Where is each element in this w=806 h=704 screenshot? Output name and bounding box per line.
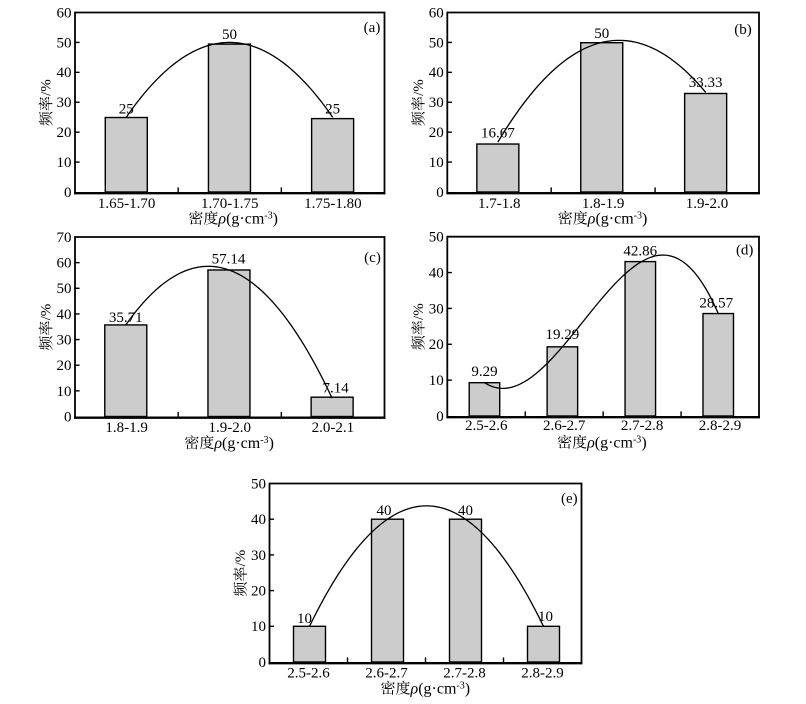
svg-text:ρ(g·cm-3): ρ(g·cm-3)	[217, 211, 278, 228]
svg-text:1.75-1.80: 1.75-1.80	[304, 196, 362, 212]
svg-text:30: 30	[57, 95, 72, 111]
svg-text:28.57: 28.57	[699, 296, 733, 312]
svg-text:20: 20	[429, 337, 444, 353]
svg-text:(c): (c)	[364, 250, 381, 266]
svg-text:/%: /%	[411, 79, 427, 96]
svg-text:(b): (b)	[734, 22, 752, 38]
svg-text:ρ(g·cm-3): ρ(g·cm-3)	[587, 211, 648, 228]
svg-text:50: 50	[222, 27, 237, 43]
svg-text:33.33: 33.33	[689, 75, 723, 91]
svg-text:7.14: 7.14	[322, 380, 349, 396]
svg-text:1.7-1.8: 1.7-1.8	[478, 196, 521, 212]
svg-text:70: 70	[57, 230, 72, 246]
svg-text:/%: /%	[39, 304, 55, 321]
svg-text:0: 0	[64, 185, 72, 201]
svg-text:0: 0	[436, 185, 444, 201]
svg-text:2.7-2.8: 2.7-2.8	[443, 666, 486, 682]
svg-text:25: 25	[325, 102, 340, 118]
svg-text:57.14: 57.14	[212, 251, 246, 267]
svg-text:50: 50	[57, 281, 72, 297]
svg-text:60: 60	[57, 256, 72, 272]
svg-text:50: 50	[251, 476, 266, 492]
svg-text:(d): (d)	[736, 243, 754, 259]
svg-text:ρ(g·cm-3): ρ(g·cm-3)	[410, 681, 471, 698]
svg-text:/%: /%	[411, 303, 427, 320]
svg-text:ρ(g·cm-3): ρ(g·cm-3)	[213, 435, 274, 452]
svg-text:10: 10	[57, 155, 72, 171]
svg-text:20: 20	[251, 584, 266, 600]
svg-text:40: 40	[429, 265, 444, 281]
svg-text:10: 10	[429, 373, 444, 389]
svg-text:25: 25	[119, 102, 134, 118]
svg-text:40: 40	[377, 503, 392, 519]
svg-text:40: 40	[57, 307, 72, 323]
svg-text:10: 10	[251, 619, 266, 635]
svg-text:42.86: 42.86	[623, 244, 657, 260]
svg-text:10: 10	[429, 155, 444, 171]
svg-text:2.6-2.7: 2.6-2.7	[365, 666, 408, 682]
svg-text:0: 0	[436, 409, 444, 425]
svg-text:2.7-2.8: 2.7-2.8	[621, 418, 664, 434]
svg-text:30: 30	[251, 548, 266, 564]
svg-text:1.9-2.0: 1.9-2.0	[209, 420, 252, 436]
svg-text:2.5-2.6: 2.5-2.6	[287, 666, 330, 682]
svg-text:1.8-1.9: 1.8-1.9	[105, 420, 148, 436]
svg-text:30: 30	[429, 95, 444, 111]
svg-text:10: 10	[538, 609, 553, 625]
svg-text:20: 20	[429, 125, 444, 141]
svg-text:50: 50	[57, 35, 72, 51]
svg-text:2.5-2.6: 2.5-2.6	[465, 418, 508, 434]
svg-text:1.65-1.70: 1.65-1.70	[98, 196, 156, 212]
svg-text:2.8-2.9: 2.8-2.9	[699, 418, 742, 434]
svg-text:40: 40	[429, 65, 444, 81]
svg-text:/%: /%	[233, 550, 249, 567]
svg-text:1.9-2.0: 1.9-2.0	[686, 196, 729, 212]
svg-text:60: 60	[57, 5, 72, 21]
svg-text:50: 50	[429, 230, 444, 246]
svg-text:30: 30	[429, 301, 444, 317]
svg-text:0: 0	[64, 409, 72, 425]
svg-text:ρ(g·cm-3): ρ(g·cm-3)	[586, 435, 647, 452]
svg-text:50: 50	[594, 26, 609, 42]
svg-text:30: 30	[57, 332, 72, 348]
svg-text:2.6-2.7: 2.6-2.7	[543, 418, 586, 434]
svg-text:(a): (a)	[364, 20, 381, 36]
svg-text:20: 20	[57, 125, 72, 141]
svg-text:2.8-2.9: 2.8-2.9	[521, 666, 564, 682]
svg-text:40: 40	[251, 512, 266, 528]
svg-text:35.71: 35.71	[109, 310, 143, 326]
svg-text:9.29: 9.29	[471, 364, 497, 380]
svg-text:0: 0	[259, 655, 267, 671]
svg-text:16.67: 16.67	[481, 125, 515, 141]
svg-text:1.8-1.9: 1.8-1.9	[582, 196, 625, 212]
svg-text:/%: /%	[39, 79, 55, 96]
svg-text:40: 40	[57, 65, 72, 81]
svg-text:1.70-1.75: 1.70-1.75	[201, 196, 259, 212]
svg-text:10: 10	[297, 611, 312, 627]
svg-text:(e): (e)	[561, 491, 578, 507]
svg-text:50: 50	[429, 35, 444, 51]
svg-text:19.29: 19.29	[546, 327, 580, 343]
svg-text:40: 40	[458, 503, 473, 519]
svg-text:2.0-2.1: 2.0-2.1	[312, 420, 355, 436]
svg-text:20: 20	[57, 358, 72, 374]
svg-text:10: 10	[57, 384, 72, 400]
svg-text:60: 60	[429, 5, 444, 21]
